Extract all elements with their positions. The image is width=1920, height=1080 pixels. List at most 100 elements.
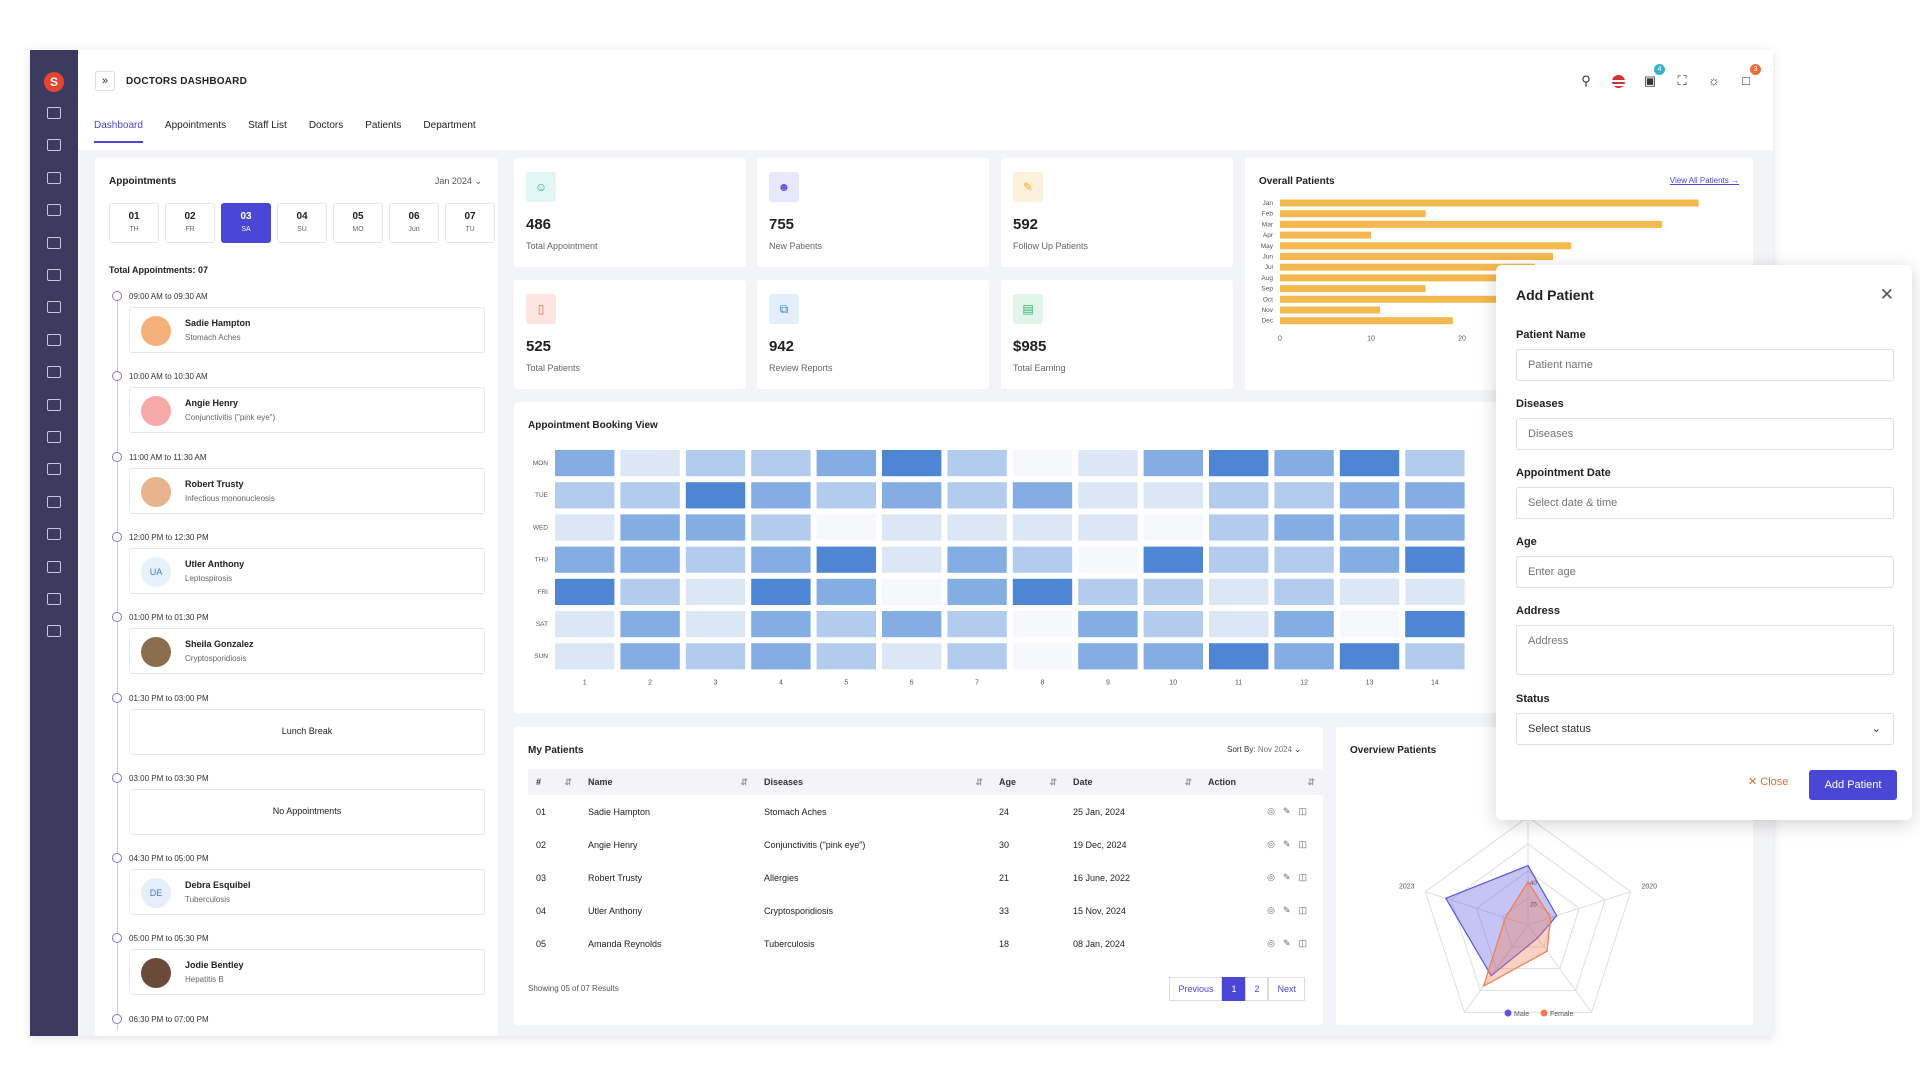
avatar: DE — [141, 878, 171, 909]
close-button[interactable]: ✕ Close — [1748, 776, 1789, 788]
column-header[interactable]: # ⇵ — [528, 769, 580, 795]
flag-icon[interactable] — [1609, 72, 1627, 90]
calendar-icon[interactable] — [47, 171, 61, 184]
tab-patients[interactable]: Patients — [365, 120, 402, 131]
stat-card: ☻ 755 New Patients — [757, 158, 989, 267]
table-cell: 21 — [999, 872, 1010, 883]
notification-icon[interactable]: □ 3 — [1737, 64, 1761, 90]
delete-icon[interactable]: ◫ — [1298, 806, 1315, 816]
field-label: Address — [1516, 605, 1561, 617]
slot-time: 03:00 PM to 03:30 PM — [129, 773, 209, 783]
address-field: Address — [1516, 605, 1894, 680]
sort-select[interactable]: Sort By: Nov 2024 ⌄ — [1227, 745, 1301, 754]
appointment-entry[interactable]: Sheila Gonzalez Cryptosporidiosis — [129, 628, 485, 675]
dashboard-icon[interactable] — [47, 107, 61, 119]
next-page-button[interactable]: Next — [1268, 977, 1305, 1001]
chat-icon[interactable] — [47, 204, 61, 217]
search-icon[interactable]: ⚲ — [1581, 73, 1591, 88]
appointment-date-input[interactable] — [1516, 487, 1894, 519]
day-01[interactable]: 01 TH — [109, 203, 159, 243]
cart-icon[interactable] — [47, 139, 61, 152]
appointment-entry[interactable]: Angie Henry Conjunctivitis ("pink eye") — [129, 387, 485, 434]
view-icon[interactable]: ◎ — [1267, 839, 1283, 849]
pen-icon[interactable] — [47, 431, 61, 443]
table-icon[interactable] — [47, 495, 61, 508]
timeline-dot — [112, 451, 122, 462]
map-icon[interactable] — [47, 593, 61, 605]
address-textarea[interactable] — [1516, 625, 1894, 675]
age-input[interactable] — [1516, 556, 1894, 588]
page-2-button[interactable]: 2 — [1245, 977, 1269, 1001]
heatmap-cell — [882, 643, 942, 670]
day-03[interactable]: 03 SA — [221, 203, 271, 243]
contacts-icon[interactable] — [47, 333, 61, 346]
previous-page-button[interactable]: Previous — [1169, 977, 1223, 1001]
tab-doctors[interactable]: Doctors — [308, 120, 344, 131]
close-icon[interactable]: ✕ — [1879, 285, 1894, 304]
table-cell: 08 Jan, 2024 — [1073, 938, 1126, 949]
column-header[interactable]: Date ⇵ — [1065, 769, 1200, 795]
edit-icon[interactable]: ✎ — [1282, 905, 1299, 915]
delete-icon[interactable]: ◫ — [1298, 872, 1315, 882]
table-cell: 04 — [536, 905, 547, 916]
day-07[interactable]: 07 TU — [445, 203, 495, 243]
cart-icon[interactable]: ▣ 4 — [1641, 64, 1665, 90]
view-icon[interactable]: ◎ — [1267, 938, 1283, 948]
share-icon[interactable] — [47, 625, 61, 638]
fullscreen-icon[interactable]: ⛶ — [1677, 73, 1687, 88]
tab-department[interactable]: Department — [423, 120, 476, 131]
mail-icon[interactable] — [47, 236, 61, 249]
column-header[interactable]: Diseases ⇵ — [756, 769, 991, 795]
add-patient-button[interactable]: Add Patient — [1809, 770, 1897, 800]
edit-icon[interactable]: ✎ — [1282, 839, 1299, 849]
column-header[interactable]: Age ⇵ — [991, 769, 1065, 795]
appointment-entry[interactable]: Robert Trusty Infectious mononucleosis — [129, 467, 485, 514]
heatmap-cell — [816, 482, 876, 509]
page-1-button[interactable]: 1 — [1222, 977, 1246, 1001]
heatmap-cell — [1274, 578, 1334, 605]
tab-appointments[interactable]: Appointments — [164, 120, 227, 131]
patient-name-input[interactable] — [1516, 349, 1894, 381]
heatmap-cell — [1209, 514, 1269, 541]
edit-icon[interactable]: ✎ — [1282, 872, 1299, 882]
patient-name: Utler Anthony — [185, 558, 245, 569]
appointment-entry[interactable]: DE Debra Esquibel Tuberculosis — [129, 869, 485, 916]
tab-dashboard[interactable]: Dashboard — [94, 120, 143, 143]
view-icon[interactable]: ◎ — [1267, 806, 1283, 816]
theme-icon[interactable]: ☼ — [1708, 73, 1720, 88]
file-icon[interactable] — [47, 269, 61, 281]
day-02[interactable]: 02 FR — [165, 203, 215, 243]
appointment-entry[interactable]: Sadie Hampton Stomach Aches — [129, 307, 485, 353]
column-header[interactable]: Name ⇵ — [580, 769, 756, 795]
clock-icon[interactable] — [47, 528, 61, 541]
edit-icon[interactable]: ✎ — [1282, 938, 1299, 948]
warning-icon[interactable] — [47, 560, 61, 573]
delete-icon[interactable]: ◫ — [1298, 905, 1315, 915]
expand-sidebar-button[interactable]: » — [95, 71, 115, 91]
delete-icon[interactable]: ◫ — [1298, 938, 1315, 948]
view-icon[interactable]: ◎ — [1267, 872, 1283, 882]
day-04[interactable]: 04 SU — [277, 203, 327, 243]
box-icon[interactable] — [47, 366, 61, 379]
copy-icon[interactable] — [47, 463, 61, 476]
appointment-entry[interactable]: Jodie Bentley Hepatitis B — [129, 949, 485, 996]
user-circle-icon[interactable] — [47, 301, 61, 314]
patient-name: Sadie Hampton — [185, 318, 251, 328]
edit-icon[interactable]: ✎ — [1282, 806, 1299, 816]
diseases-input[interactable] — [1516, 418, 1894, 450]
tab-staff-list[interactable]: Staff List — [248, 120, 287, 131]
patient-disease: Tuberculosis — [185, 895, 231, 905]
timeline-dot — [112, 853, 122, 864]
column-header[interactable]: Action ⇵ — [1200, 769, 1323, 795]
view-icon[interactable]: ◎ — [1267, 905, 1283, 915]
status-select[interactable]: Select status ⌄ — [1516, 713, 1894, 745]
view-all-patients-link[interactable]: View All Patients → — [1669, 176, 1739, 185]
bar-category-label: Mar — [1262, 221, 1274, 228]
month-select[interactable]: Jan 2024 ⌄ — [434, 176, 482, 186]
day-05[interactable]: 05 MO — [333, 203, 383, 243]
table-cell: Sadie Hampton — [588, 806, 651, 817]
layers-icon[interactable] — [47, 398, 61, 411]
delete-icon[interactable]: ◫ — [1298, 839, 1315, 849]
day-06[interactable]: 06 Jun — [389, 203, 439, 243]
appointment-entry[interactable]: UA Utler Anthony Leptospirosis — [129, 547, 485, 594]
